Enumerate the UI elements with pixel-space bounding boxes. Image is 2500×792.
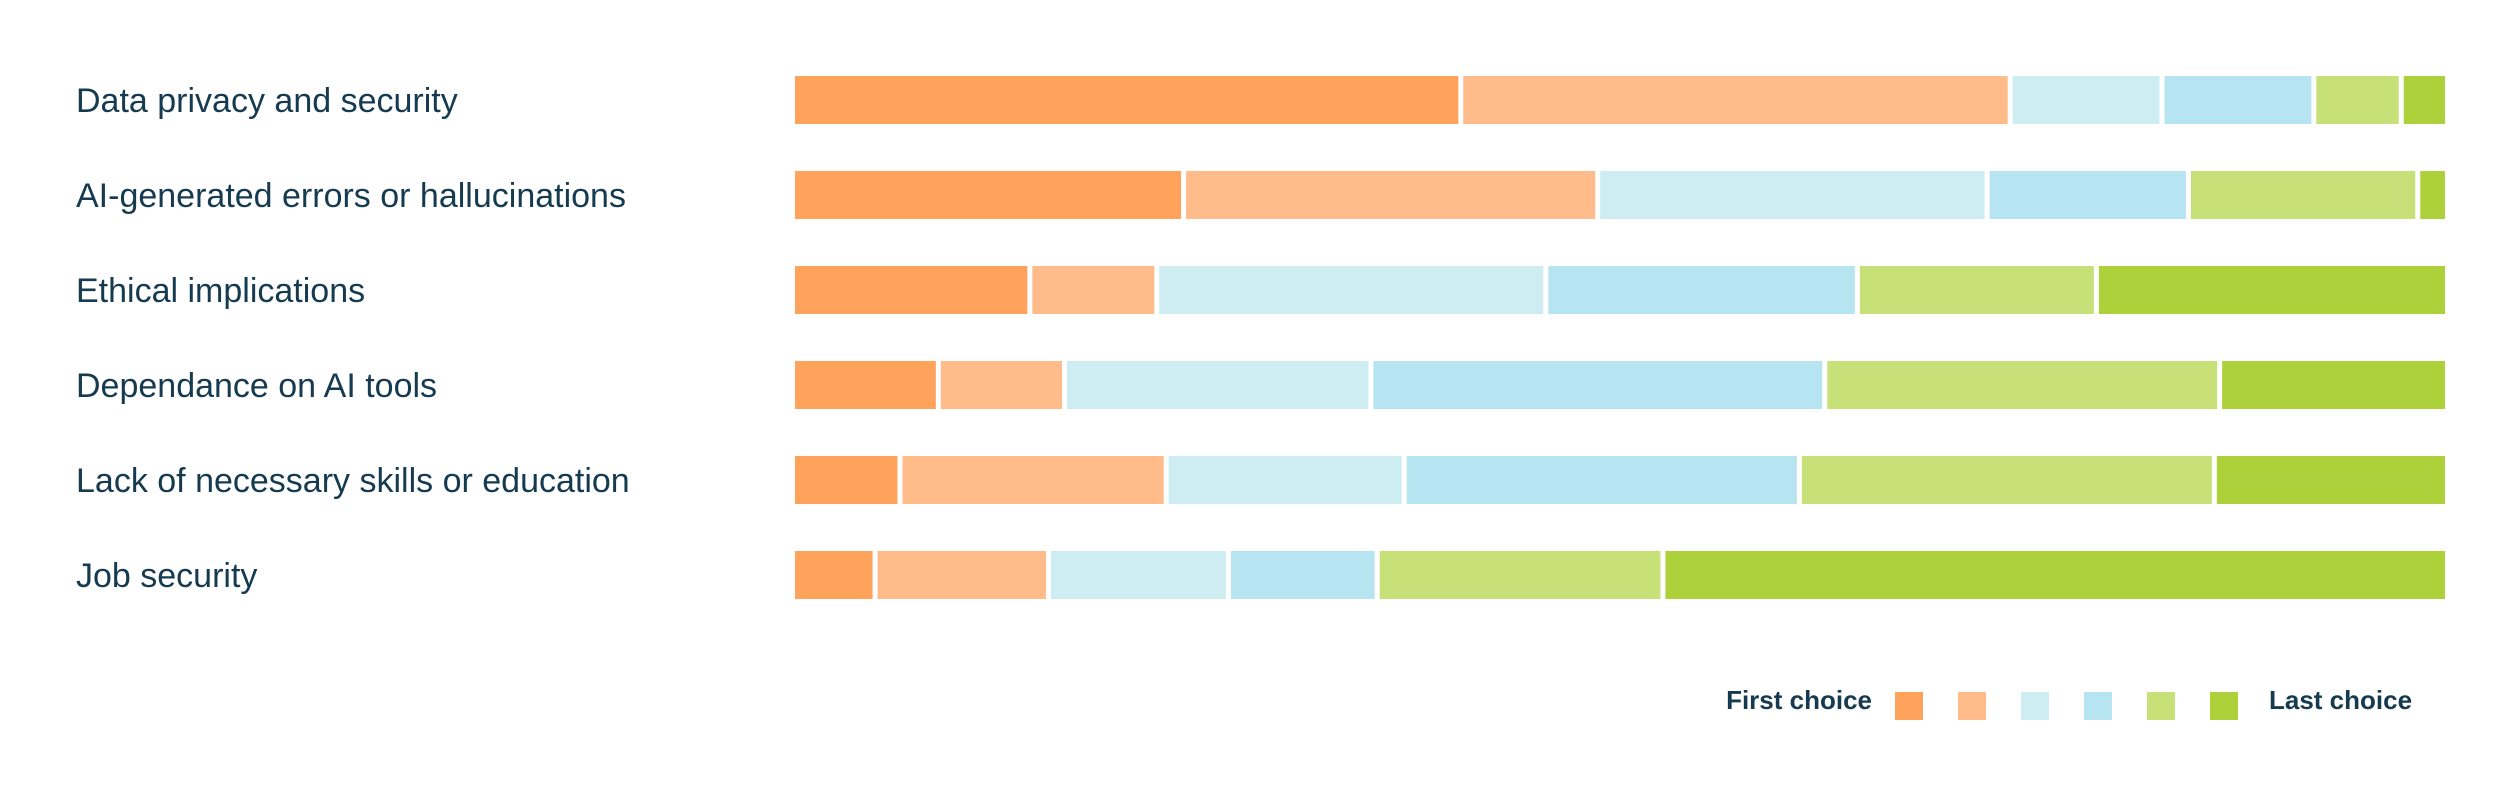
bar-segment: [795, 266, 1028, 314]
category-label: Dependance on AI tools: [76, 367, 437, 405]
legend: First choice Last choice: [1726, 685, 2412, 720]
bar-segment: [1859, 266, 2094, 314]
legend-swatches: [1895, 692, 2238, 720]
category-labels: Data privacy and security AI-generated er…: [76, 82, 630, 595]
bar-segment: [1051, 551, 1227, 599]
bar-segment: [1159, 266, 1544, 314]
bar-segment: [1406, 456, 1797, 504]
bar-segment: [877, 551, 1047, 599]
bar-segment: [1231, 551, 1375, 599]
bar-segment: [1379, 551, 1661, 599]
legend-swatch: [2210, 692, 2238, 720]
bar-segment: [1548, 266, 1855, 314]
bar-segment: [1989, 171, 2186, 219]
bar-segment: [2098, 266, 2445, 314]
bar-segment: [795, 456, 898, 504]
bar-segment: [1186, 171, 1596, 219]
bar-segment: [2190, 171, 2416, 219]
bar-segment: [2222, 361, 2445, 409]
bar-segment: [1463, 76, 2008, 124]
category-label: Job security: [76, 557, 257, 595]
bar-segment: [795, 551, 873, 599]
bar-segment: [2420, 171, 2445, 219]
bar-segment: [1665, 551, 2445, 599]
bar-segment: [2164, 76, 2312, 124]
stacked-bars: [795, 76, 2445, 599]
legend-swatch: [1895, 692, 1923, 720]
bar-segment: [2316, 76, 2399, 124]
bar-segment: [1827, 361, 2218, 409]
bar-segment: [1032, 266, 1155, 314]
bar-segment: [902, 456, 1164, 504]
legend-swatch: [2021, 692, 2049, 720]
legend-swatch: [2147, 692, 2175, 720]
bar-segment: [1373, 361, 1823, 409]
bar-segment: [1168, 456, 1402, 504]
bar-segment: [1801, 456, 2212, 504]
bar-segment: [2216, 456, 2445, 504]
category-label: Ethical implications: [76, 272, 365, 310]
legend-swatch: [2084, 692, 2112, 720]
bar-segment: [795, 76, 1459, 124]
category-label: AI-generated errors or hallucinations: [76, 177, 626, 215]
bar-segment: [940, 361, 1062, 409]
bar-segment: [795, 171, 1182, 219]
bar-segment: [1600, 171, 1985, 219]
legend-first-choice-label: First choice: [1726, 685, 1872, 715]
bar-segment: [2012, 76, 2160, 124]
legend-last-choice-label: Last choice: [2269, 685, 2412, 715]
category-label: Data privacy and security: [76, 82, 458, 120]
category-label: Lack of necessary skills or education: [76, 462, 630, 500]
bar-segment: [1066, 361, 1369, 409]
legend-swatch: [1958, 692, 1986, 720]
bar-segment: [795, 361, 936, 409]
bar-segment: [2403, 76, 2445, 124]
